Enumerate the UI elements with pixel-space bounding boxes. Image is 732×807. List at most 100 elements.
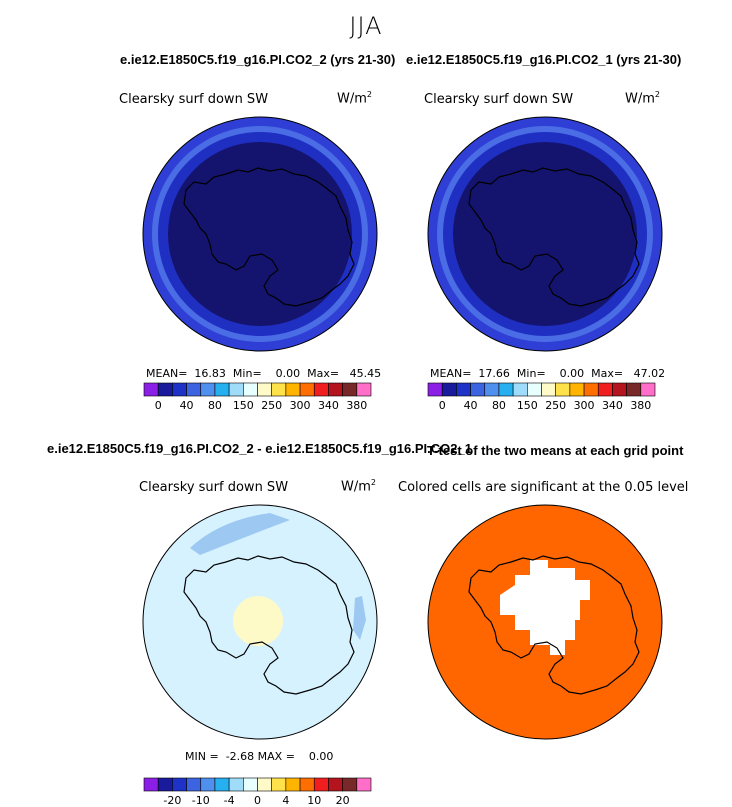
panel2-colorbar-tick-label: 250 — [545, 399, 566, 412]
panel2-colorbar-cell — [470, 382, 486, 397]
season-title: JJA — [349, 12, 383, 40]
panel3-colorbar-cell — [342, 777, 358, 792]
panel1-units: W/m2 — [337, 90, 372, 107]
panel2-colorbar-cell — [498, 382, 514, 397]
panel1-border — [142, 116, 378, 352]
panel3-colorbar-cell — [157, 777, 173, 792]
panel3-colorbar-cell — [214, 777, 230, 792]
panel2-colorbar-cell — [427, 382, 443, 397]
panel3-colorbar-tick-label: 4 — [282, 794, 289, 807]
panel2-colorbar: 0 40 80 150 250 300 340 380 — [427, 382, 656, 412]
panel2-colorbar-cell — [612, 382, 627, 397]
panel2-border — [427, 116, 663, 352]
panel3-colorbar-cell — [285, 777, 301, 792]
panel1-colorbar-cell — [271, 382, 287, 397]
panel4-nonsignificant-region — [500, 560, 590, 655]
panel2-colorbar-cell — [541, 382, 556, 397]
panel3-colorbar-tick-label: -4 — [224, 794, 235, 807]
panel3-colorbar-cell — [228, 777, 244, 792]
panel3-colorbar-tick-label: -20 — [163, 794, 181, 807]
panel3-colorbar-cell — [143, 777, 159, 792]
panel1-colorbar: 0 40 80 150 250 300 340 380 — [143, 382, 372, 412]
panel1-colorbar-cell — [143, 382, 159, 397]
panel1-colorbar-cell — [243, 382, 258, 397]
panel1-colorbar-cell — [285, 382, 301, 397]
panel1-colorbar-cell — [200, 382, 216, 397]
panel3-variable: Clearsky surf down SW — [139, 480, 289, 495]
panel2-colorbar-tick-label: 40 — [464, 399, 478, 412]
panel1-colorbar-cell — [172, 382, 187, 397]
panel1-colorbar-tick-label: 40 — [180, 399, 194, 412]
panel2-units: W/m2 — [625, 90, 660, 107]
panel1-colorbar-cell — [356, 382, 372, 397]
panel1-colorbar-tick-label: 150 — [233, 399, 254, 412]
panel1-colorbar-cell — [157, 382, 173, 397]
panel2-colorbar-cell — [597, 382, 613, 397]
panel1-colorbar-cell — [313, 382, 329, 397]
panel4-variable: Colored cells are significant at the 0.0… — [398, 480, 689, 495]
panel1-colorbar-cell — [228, 382, 244, 397]
panel1-colorbar-tick-label: 80 — [208, 399, 222, 412]
panel1-colorbar-cell — [257, 382, 272, 397]
panel1-colorbar-cell — [328, 382, 343, 397]
panel3-colorbar-tick-label: 0 — [254, 794, 261, 807]
panel2-colorbar-cell — [569, 382, 585, 397]
panel1-variable: Clearsky surf down SW — [119, 92, 269, 107]
panel3-map — [142, 504, 378, 740]
panel2-colorbar-tick-label: 150 — [517, 399, 538, 412]
panel3-colorbar-cell — [172, 777, 187, 792]
panel1-colorbar-tick-label: 0 — [155, 399, 162, 412]
panel4-title: T-test of the two means at each grid poi… — [427, 443, 684, 458]
panel3-positive-region — [233, 596, 283, 646]
panel1-colorbar-tick-label: 250 — [261, 399, 282, 412]
panel4-map — [427, 504, 663, 740]
panel3-low-region — [190, 513, 290, 555]
panel2-colorbar-tick-label: 0 — [439, 399, 446, 412]
panel3-colorbar: -20 -10 -4 0 4 10 20 — [143, 777, 372, 807]
panel3-low-region-east — [353, 596, 366, 640]
panel2-colorbar-cell — [512, 382, 528, 397]
panel3-colorbar-tick-label: 10 — [307, 794, 321, 807]
panel2-colorbar-tick-label: 80 — [492, 399, 506, 412]
panel3-colorbar-cell — [186, 777, 202, 792]
panel1-colorbar-tick-label: 340 — [318, 399, 339, 412]
panel3-colorbar-cell — [271, 777, 287, 792]
panel1-stats: MEAN= 16.83 Min= 0.00 Max= 45.45 — [146, 367, 382, 380]
panel1-map — [142, 116, 378, 352]
panel3-colorbar-cell — [299, 777, 315, 792]
panel1-colorbar-cell — [186, 382, 202, 397]
panel1-core — [168, 142, 352, 326]
panel3-border — [142, 504, 378, 740]
panel2-title: e.ie12.E1850C5.f19_g16.PI.CO2_1 (yrs 21-… — [406, 52, 682, 67]
panel3-stats: MIN = -2.68 MAX = 0.00 — [185, 750, 334, 763]
panel2-variable: Clearsky surf down SW — [424, 92, 574, 107]
panel2-colorbar-cell — [626, 382, 642, 397]
panel2-colorbar-cell — [527, 382, 542, 397]
panel1-colorbar-tick-label: 300 — [290, 399, 311, 412]
panel2-colorbar-tick-label: 340 — [602, 399, 623, 412]
panel2-colorbar-cell — [456, 382, 471, 397]
panel2-colorbar-cell — [555, 382, 571, 397]
panel3-title: e.ie12.E1850C5.f19_g16.PI.CO2_2 - e.ie12… — [47, 441, 472, 456]
panel3-colorbar-cell — [200, 777, 216, 792]
panel2-colorbar-cell — [484, 382, 500, 397]
panel1-colorbar-tick-label: 380 — [346, 399, 367, 412]
panel1-colorbar-cell — [214, 382, 230, 397]
panel2-colorbar-cell — [583, 382, 599, 397]
panel2-colorbar-tick-label: 300 — [574, 399, 595, 412]
panel3-colorbar-tick-label: 20 — [336, 794, 350, 807]
panel2-colorbar-tick-label: 380 — [630, 399, 651, 412]
panel3-colorbar-cell — [356, 777, 372, 792]
panel3-colorbar-cell — [243, 777, 258, 792]
panel4-border — [427, 504, 663, 740]
panel1-title: e.ie12.E1850C5.f19_g16.PI.CO2_2 (yrs 21-… — [120, 52, 396, 67]
panel3-colorbar-tick-label: -10 — [192, 794, 210, 807]
panel3-units: W/m2 — [341, 478, 376, 495]
panel2-map — [427, 116, 663, 352]
panel3-colorbar-cell — [313, 777, 329, 792]
panel2-core — [453, 142, 637, 326]
panel3-colorbar-cell — [328, 777, 343, 792]
panel2-colorbar-cell — [441, 382, 457, 397]
panel2-colorbar-cell — [640, 382, 656, 397]
